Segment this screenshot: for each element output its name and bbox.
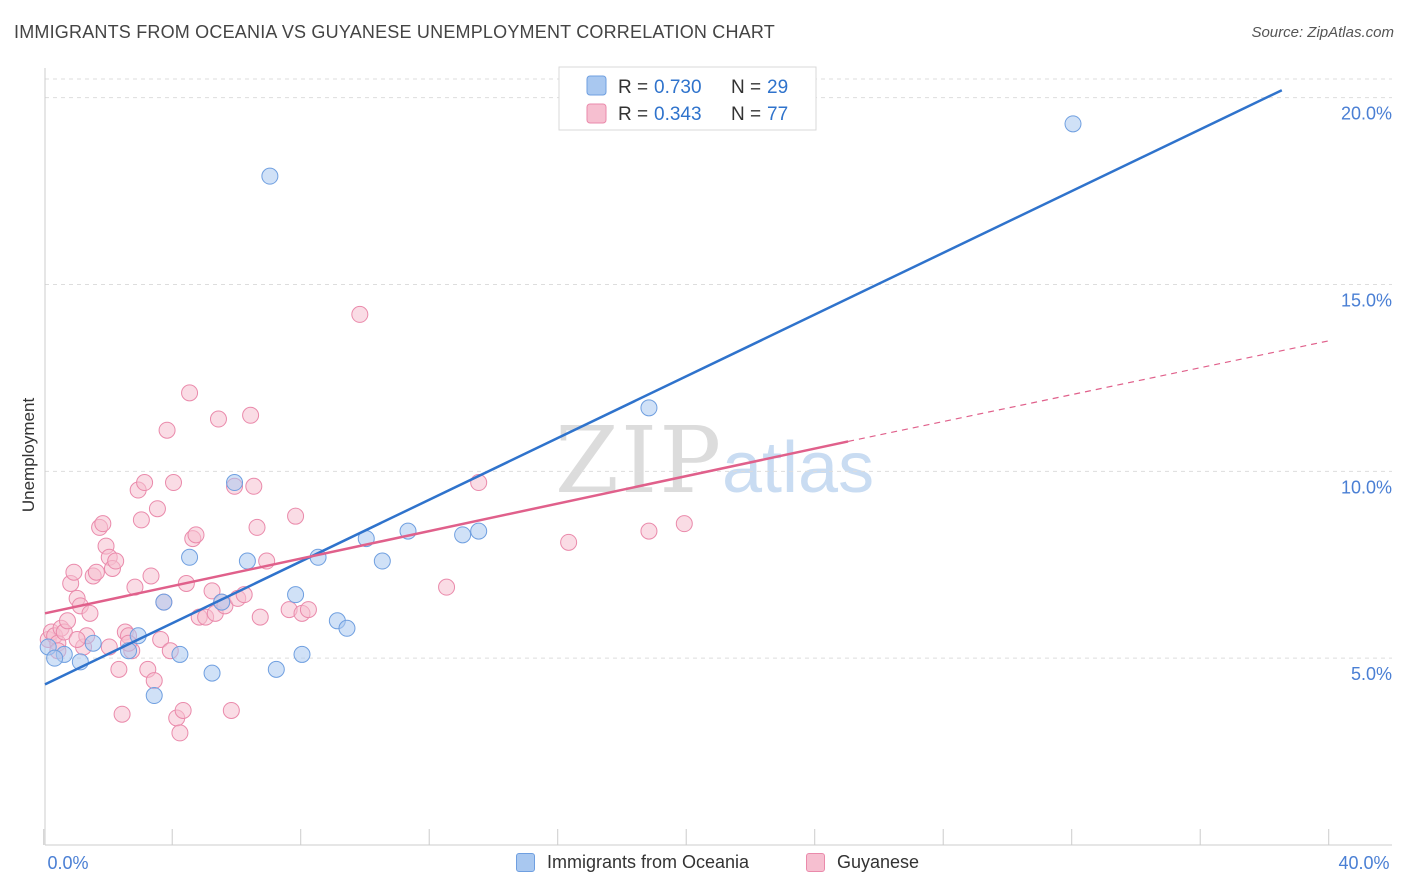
point-guyanese	[438, 578, 456, 596]
point-oceania	[203, 664, 221, 682]
stats-legend: R = 0.730 N = 29 R = 0.343 N = 77	[558, 66, 817, 131]
watermark: ZIP atlas	[555, 407, 874, 514]
grid: 5.0% 10.0% 15.0% 20.0%	[45, 78, 1392, 684]
legend-item-oceania[interactable]: Immigrants from Oceania	[516, 852, 749, 873]
point-guyanese	[107, 552, 125, 570]
point-guyanese	[560, 533, 578, 551]
y-tick-label: 20.0%	[1341, 104, 1392, 124]
point-oceania	[145, 687, 163, 705]
point-oceania	[226, 474, 244, 492]
trend-line-guyanese-extrapolated	[848, 339, 1331, 443]
point-oceania	[640, 399, 658, 417]
point-guyanese	[245, 477, 263, 495]
legend-r-value-oceania: 0.730	[654, 77, 702, 98]
point-oceania	[84, 634, 102, 652]
point-guyanese	[171, 724, 189, 742]
point-guyanese	[187, 526, 205, 544]
point-guyanese	[351, 305, 369, 323]
point-guyanese	[65, 563, 83, 581]
chart-title: IMMIGRANTS FROM OCEANIA VS GUYANESE UNEM…	[14, 22, 775, 42]
point-guyanese	[132, 511, 150, 529]
point-oceania	[261, 167, 279, 185]
point-guyanese	[58, 612, 76, 630]
x-tick-label-max: 40.0%	[1338, 853, 1389, 873]
legend-swatch-guyanese	[586, 103, 607, 124]
point-guyanese	[94, 515, 112, 533]
point-oceania	[293, 645, 311, 663]
point-oceania	[267, 660, 285, 678]
series-legend: Immigrants from Oceania Guyanese	[0, 852, 1406, 876]
point-guyanese	[148, 500, 166, 518]
point-guyanese	[203, 582, 221, 600]
point-guyanese	[136, 474, 154, 492]
point-guyanese	[174, 701, 192, 719]
point-guyanese	[110, 660, 128, 678]
legend-r-label-guyanese: R =	[618, 104, 648, 125]
point-oceania	[470, 522, 488, 540]
point-guyanese	[145, 672, 163, 690]
legend-n-value-oceania: 29	[767, 77, 788, 98]
ticks	[43, 829, 1330, 845]
legend-r-label-oceania: R =	[618, 77, 648, 98]
point-oceania	[338, 619, 356, 637]
legend-r-value-guyanese: 0.343	[654, 104, 702, 125]
point-guyanese	[222, 701, 240, 719]
trend-lines	[44, 89, 1331, 686]
point-guyanese	[181, 384, 199, 402]
point-oceania	[238, 552, 256, 570]
legend-item-guyanese[interactable]: Guyanese	[806, 852, 919, 873]
legend-label-guyanese: Guyanese	[837, 852, 920, 872]
point-guyanese	[675, 515, 693, 533]
trend-line-guyanese	[44, 440, 849, 615]
y-tick-label: 15.0%	[1341, 291, 1392, 311]
point-oceania	[46, 649, 64, 667]
axes	[44, 68, 1392, 846]
point-oceania	[373, 552, 391, 570]
point-oceania	[181, 548, 199, 566]
point-guyanese	[152, 630, 170, 648]
legend-n-value-guyanese: 77	[767, 104, 788, 125]
y-tick-label: 10.0%	[1341, 477, 1392, 497]
point-guyanese	[209, 410, 227, 428]
point-guyanese	[251, 608, 269, 626]
legend-n-label-guyanese: N =	[731, 104, 761, 125]
trend-line-oceania	[44, 89, 1283, 686]
y-axis-label: Unemployment	[19, 398, 38, 513]
point-guyanese	[158, 421, 176, 439]
point-oceania	[1064, 115, 1082, 133]
point-guyanese	[640, 522, 658, 540]
point-oceania	[155, 593, 173, 611]
legend-label-oceania: Immigrants from Oceania	[547, 852, 750, 872]
point-guyanese	[248, 518, 266, 536]
legend-n-label-oceania: N =	[731, 77, 761, 98]
watermark-atlas: atlas	[722, 428, 874, 508]
point-guyanese	[113, 705, 131, 723]
point-guyanese	[87, 563, 105, 581]
point-guyanese	[81, 604, 99, 622]
point-oceania	[171, 645, 189, 663]
point-guyanese	[142, 567, 160, 585]
point-guyanese	[68, 630, 86, 648]
legend-swatch-guyanese-bottom	[806, 853, 825, 872]
legend-swatch-oceania-bottom	[516, 853, 535, 872]
source-label: Source: ZipAtlas.com	[1251, 24, 1394, 41]
point-guyanese	[299, 601, 317, 619]
point-guyanese	[242, 406, 260, 424]
legend-swatch-oceania	[586, 75, 607, 96]
x-tick-label-min: 0.0%	[47, 853, 88, 873]
point-oceania	[454, 526, 472, 544]
y-tick-label: 5.0%	[1351, 664, 1392, 684]
point-oceania	[287, 586, 305, 604]
point-guyanese	[165, 474, 182, 492]
point-guyanese	[287, 507, 305, 525]
